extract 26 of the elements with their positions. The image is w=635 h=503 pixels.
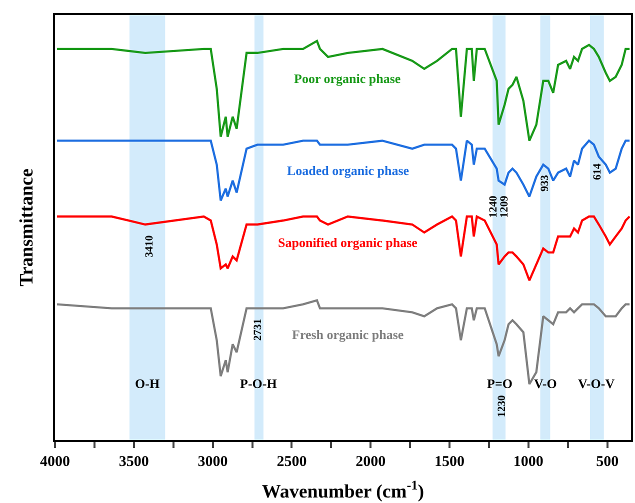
x-tick-label: 1000: [513, 454, 544, 470]
annotation: 1240: [488, 195, 500, 218]
band-label: O-H: [135, 376, 160, 391]
series-label: Fresh organic phase: [292, 327, 404, 342]
annotation: 2731: [252, 318, 264, 341]
y-axis-title: Transmittance: [16, 168, 38, 286]
series-label: Loaded organic phase: [287, 163, 410, 178]
band-label: V-O: [534, 376, 557, 391]
annotation: 1230: [496, 394, 508, 418]
annotation: 3410: [143, 234, 156, 258]
annotation: 614: [592, 163, 604, 180]
series-label: Poor organic phase: [294, 71, 401, 86]
band-label: V-O-V: [578, 376, 616, 391]
x-tick-label: 2000: [356, 454, 386, 470]
x-tick-label: 1500: [434, 454, 465, 470]
band-label: P-O-H: [240, 376, 277, 391]
series-label: Saponified organic phase: [278, 235, 418, 250]
band-label: P=O: [487, 376, 512, 391]
x-tick-label: 4000: [40, 454, 70, 470]
x-tick-label: 3000: [198, 454, 228, 470]
annotation: 1209: [498, 195, 511, 218]
x-tick-label: 2500: [276, 454, 307, 470]
x-tick-label: 500: [596, 454, 619, 470]
x-axis-title: Wavenumber (cm$^{-1}$): [262, 477, 424, 502]
annotation: 933: [539, 174, 552, 192]
x-tick-label: 3500: [118, 454, 149, 470]
